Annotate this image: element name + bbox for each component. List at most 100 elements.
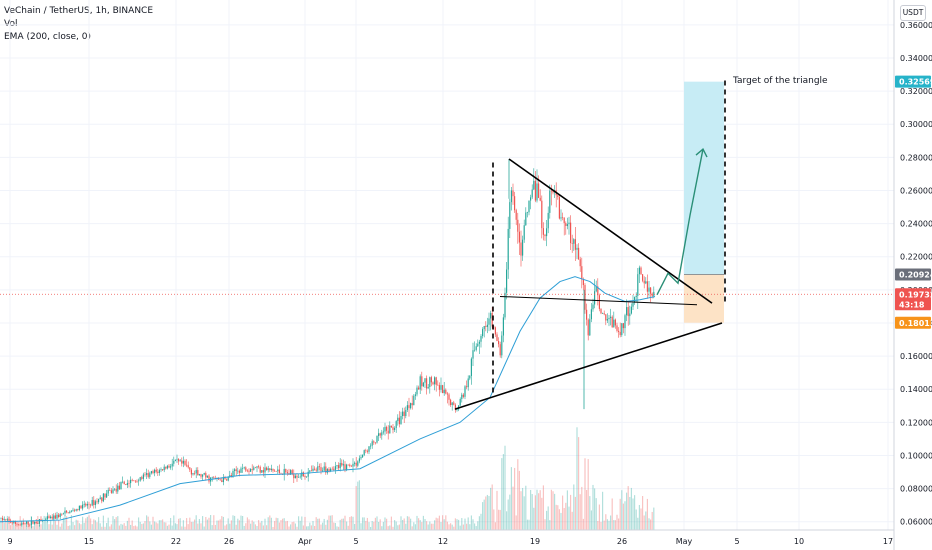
candle-body <box>621 323 623 336</box>
volume-bar <box>106 523 108 530</box>
candle-body <box>435 377 437 385</box>
volume-bar <box>374 517 376 530</box>
candle-body <box>11 522 13 524</box>
volume-bar <box>213 515 215 530</box>
volume-bar <box>107 517 109 530</box>
candle-body <box>326 468 328 473</box>
volume-bar <box>205 516 207 530</box>
volume-bar <box>246 517 248 530</box>
volume-bar <box>395 521 397 530</box>
candle-body <box>453 402 455 405</box>
volume-bar <box>96 522 98 530</box>
currency-unit-button[interactable]: USDT <box>900 5 926 21</box>
candle-body <box>74 509 76 511</box>
candle-body <box>80 505 82 509</box>
volume-bar <box>232 515 234 530</box>
candle-body <box>544 234 546 237</box>
volume-bar <box>208 517 210 530</box>
candle-body <box>246 470 248 472</box>
volume-bar <box>605 514 607 530</box>
candle-body <box>646 281 648 292</box>
volume-bar <box>203 526 205 530</box>
candle-body <box>72 509 74 511</box>
candle-body <box>50 516 52 519</box>
volume-bar <box>464 518 466 530</box>
candle-body <box>262 470 264 473</box>
volume-bar <box>242 515 244 530</box>
candle-body <box>88 504 90 505</box>
volume-bar <box>216 520 218 530</box>
volume-bar <box>74 525 76 530</box>
volume-bar <box>515 515 517 530</box>
volume-bar <box>237 518 239 530</box>
candle-body <box>144 474 146 476</box>
candle-body <box>277 469 279 472</box>
volume-bar <box>541 497 543 530</box>
candle-body <box>506 269 508 293</box>
candle-body <box>341 462 343 466</box>
volume-bar <box>286 520 288 530</box>
volume-bar <box>595 498 597 530</box>
candle-body <box>229 475 231 478</box>
volume-bar <box>586 489 588 530</box>
volume-bar <box>283 518 285 530</box>
volume-bar <box>29 525 31 530</box>
candle-body <box>253 467 255 470</box>
candle-body <box>586 309 588 320</box>
volume-bar <box>75 519 77 530</box>
candle-body <box>213 477 215 479</box>
volume-bar <box>131 520 133 530</box>
candle-body <box>128 483 130 484</box>
candle-body <box>278 469 280 473</box>
candle-body <box>94 501 96 506</box>
volume-bar <box>512 486 514 530</box>
volume-bar <box>253 521 255 530</box>
volume-bar <box>376 516 378 530</box>
volume-bar <box>386 518 388 530</box>
candle-body <box>312 468 314 472</box>
candle-body <box>280 472 282 474</box>
candle-body <box>504 292 506 318</box>
candle-body <box>384 426 386 432</box>
candle-body <box>160 469 162 471</box>
candle-body <box>131 479 133 481</box>
volume-bar <box>301 516 303 530</box>
candle-body <box>568 222 570 225</box>
volume-bar <box>378 521 380 530</box>
volume-bar <box>614 520 616 530</box>
candle-body <box>208 475 210 482</box>
volume-bar <box>621 490 623 530</box>
volume-bar <box>400 516 402 530</box>
volume-bar <box>408 516 410 530</box>
volume-bar <box>83 522 85 530</box>
volume-bar <box>13 520 15 530</box>
candle-body <box>611 316 613 328</box>
candle-body <box>78 505 80 510</box>
candle-body <box>190 469 192 475</box>
volume-bar <box>35 522 37 530</box>
volume-bar <box>502 454 504 530</box>
volume-bar <box>123 523 125 530</box>
candle-body <box>86 504 88 506</box>
volume-bar <box>66 516 68 530</box>
volume-bar <box>653 507 655 530</box>
chart-legend: VeChain / TetherUS, 1h, BINANCE Vol EMA … <box>4 5 153 44</box>
candle-body <box>30 520 32 525</box>
candle-body <box>442 385 444 394</box>
candle-body <box>222 477 224 483</box>
volume-bar <box>413 522 415 530</box>
candle-body <box>6 518 8 520</box>
volume-bar <box>218 520 220 530</box>
candle-body <box>624 315 626 329</box>
volume-bar <box>446 521 448 530</box>
candle-body <box>482 329 484 337</box>
candle-body <box>498 340 500 345</box>
volume-bar <box>158 520 160 530</box>
candle-body <box>163 466 165 471</box>
candle-body <box>82 504 84 509</box>
volume-bar <box>427 524 429 530</box>
candle-body <box>346 464 348 470</box>
candle-body <box>451 402 453 406</box>
candle-body <box>264 467 266 473</box>
